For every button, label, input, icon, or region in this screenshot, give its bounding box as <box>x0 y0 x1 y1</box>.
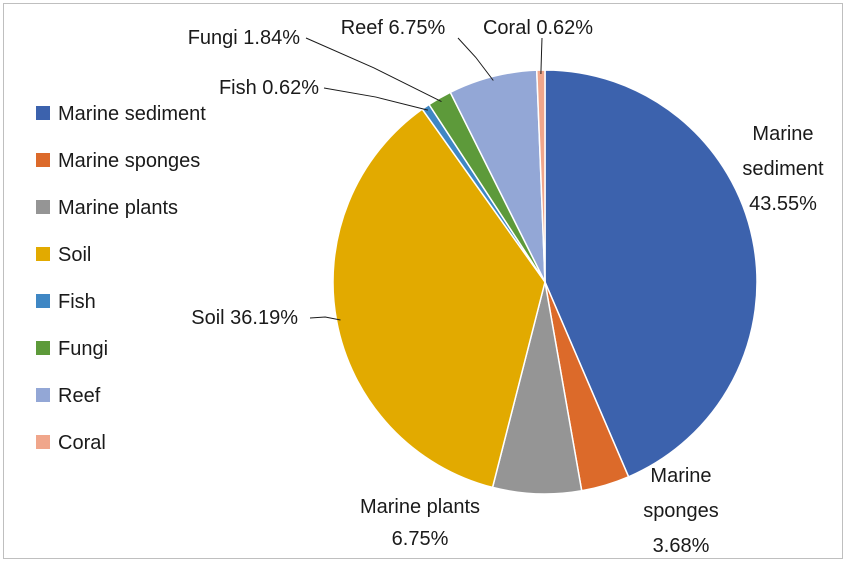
data-label-fish: Fish 0.62% <box>219 77 319 99</box>
legend-label-reef: Reef <box>58 385 101 407</box>
legend-label-fish: Fish <box>58 291 96 313</box>
data-label-marine-plants: Marine plants 6.75% <box>360 496 480 550</box>
data-label-fungi: Fungi 1.84% <box>188 27 301 49</box>
legend-swatch-marine-sediment <box>36 106 50 120</box>
legend: Marine sediment Marine sponges Marine plan… <box>36 103 206 454</box>
pie-slices <box>332 69 758 495</box>
legend-label-fungi: Fungi <box>58 338 108 360</box>
pie-slice-soil <box>332 108 546 489</box>
legend-label-coral: Coral <box>58 432 106 454</box>
legend-label-marine-sponges: Marine sponges <box>58 150 200 172</box>
data-label-marine-sponges: Marine sponges 3.68% <box>643 465 719 557</box>
leader-line-reef <box>457 37 494 81</box>
data-label-coral: Coral 0.62% <box>483 17 593 39</box>
legend-swatch-reef <box>36 388 50 402</box>
data-label-marine-sediment: Marine sediment 43.55% <box>742 123 824 215</box>
data-labels: Marine sediment 43.55% Marine sponges 3.68% Ma… <box>188 17 824 557</box>
legend-swatch-fungi <box>36 341 50 355</box>
pie-slice-marine-sediment <box>544 69 758 478</box>
legend-label-marine-plants: Marine plants <box>58 197 178 219</box>
leader-line-fish <box>323 87 429 111</box>
legend-swatch-soil <box>36 247 50 261</box>
legend-swatch-marine-plants <box>36 200 50 214</box>
legend-label-soil: Soil <box>58 244 91 266</box>
legend-swatch-coral <box>36 435 50 449</box>
legend-swatch-marine-sponges <box>36 153 50 167</box>
leader-line-coral <box>540 37 543 75</box>
data-label-reef: Reef 6.75% <box>341 17 446 39</box>
data-label-soil: Soil 36.19% <box>191 307 298 329</box>
leader-lines <box>305 37 543 321</box>
legend-label-marine-sediment: Marine sediment <box>58 103 206 125</box>
leader-line-soil <box>309 316 341 321</box>
legend-swatch-fish <box>36 294 50 308</box>
leader-line-fungi <box>305 37 442 103</box>
